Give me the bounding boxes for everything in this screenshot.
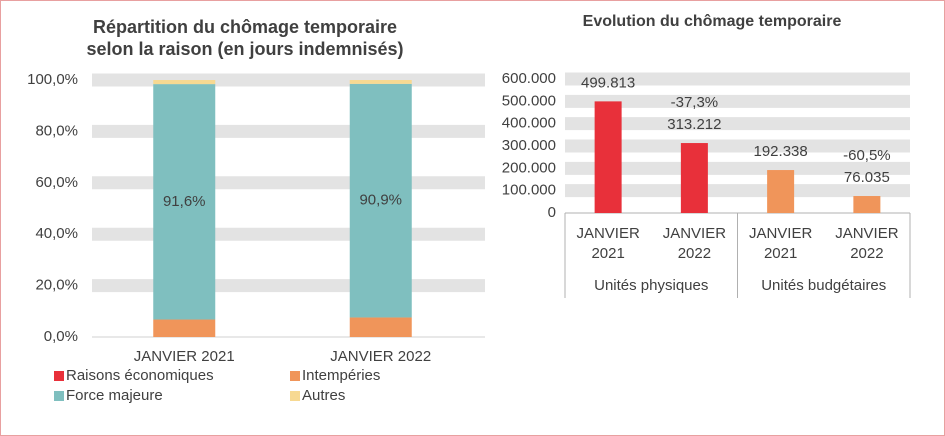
legend-label: Force majeure	[66, 387, 163, 404]
bar	[853, 196, 881, 213]
legend-label: Intempéries	[302, 367, 380, 384]
x-tick-label: JANVIER 2022	[330, 348, 431, 365]
legend-swatch	[54, 391, 64, 401]
legend-swatch	[290, 391, 300, 401]
x-tick-label: 2022	[850, 245, 883, 262]
y-tick-label: 500.000	[502, 92, 556, 109]
bar-segment	[153, 319, 216, 337]
value-label: 90,9%	[359, 192, 402, 209]
x-tick-label: JANVIER	[663, 225, 727, 242]
y-tick-label: 400.000	[502, 115, 556, 132]
bar-segment	[349, 80, 412, 84]
value-label: 192.338	[754, 143, 808, 160]
y-tick-label: 100.000	[502, 182, 556, 199]
y-tick-label: 40,0%	[35, 225, 78, 242]
y-tick-label: 60,0%	[35, 174, 78, 191]
change-annotation: -60,5%	[843, 147, 891, 164]
y-tick-label: 80,0%	[35, 122, 78, 139]
x-tick-label: JANVIER	[576, 225, 640, 242]
bar	[594, 101, 622, 213]
legend-swatch	[54, 371, 64, 381]
value-label: 313.212	[667, 116, 721, 133]
x-tick-label: 2022	[678, 245, 711, 262]
x-tick-label: JANVIER	[835, 225, 899, 242]
bar-segment	[349, 83, 412, 318]
x-tick-label: 2021	[764, 245, 797, 262]
y-tick-label: 0,0%	[44, 328, 78, 345]
group-label: Unités budgétaires	[761, 277, 886, 294]
change-annotation: -37,3%	[671, 94, 719, 111]
x-tick-label: JANVIER 2021	[134, 348, 235, 365]
bar-segment	[349, 317, 412, 337]
value-label: 76.035	[844, 169, 890, 186]
value-label: 499.813	[581, 74, 635, 91]
chart-title: selon la raison (en jours indemnisés)	[86, 39, 403, 59]
bar	[680, 143, 708, 213]
x-tick-label: JANVIER	[749, 225, 813, 242]
bar-segment	[153, 80, 216, 85]
x-tick-label: 2021	[591, 245, 624, 262]
legend-label: Raisons économiques	[66, 367, 214, 384]
y-tick-label: 300.000	[502, 137, 556, 154]
chart-title: Evolution du chômage temporaire	[583, 13, 842, 30]
value-label: 91,6%	[163, 193, 206, 210]
chart-title: Répartition du chômage temporaire	[93, 17, 397, 37]
group-label: Unités physiques	[594, 277, 708, 294]
legend-swatch	[290, 371, 300, 381]
y-tick-label: 20,0%	[35, 277, 78, 294]
bar-segment	[153, 84, 216, 320]
y-tick-label: 0	[548, 204, 556, 221]
y-tick-label: 600.000	[502, 70, 556, 87]
legend-label: Autres	[302, 387, 345, 404]
y-tick-label: 200.000	[502, 159, 556, 176]
y-tick-label: 100,0%	[27, 71, 78, 88]
bar	[767, 170, 795, 213]
